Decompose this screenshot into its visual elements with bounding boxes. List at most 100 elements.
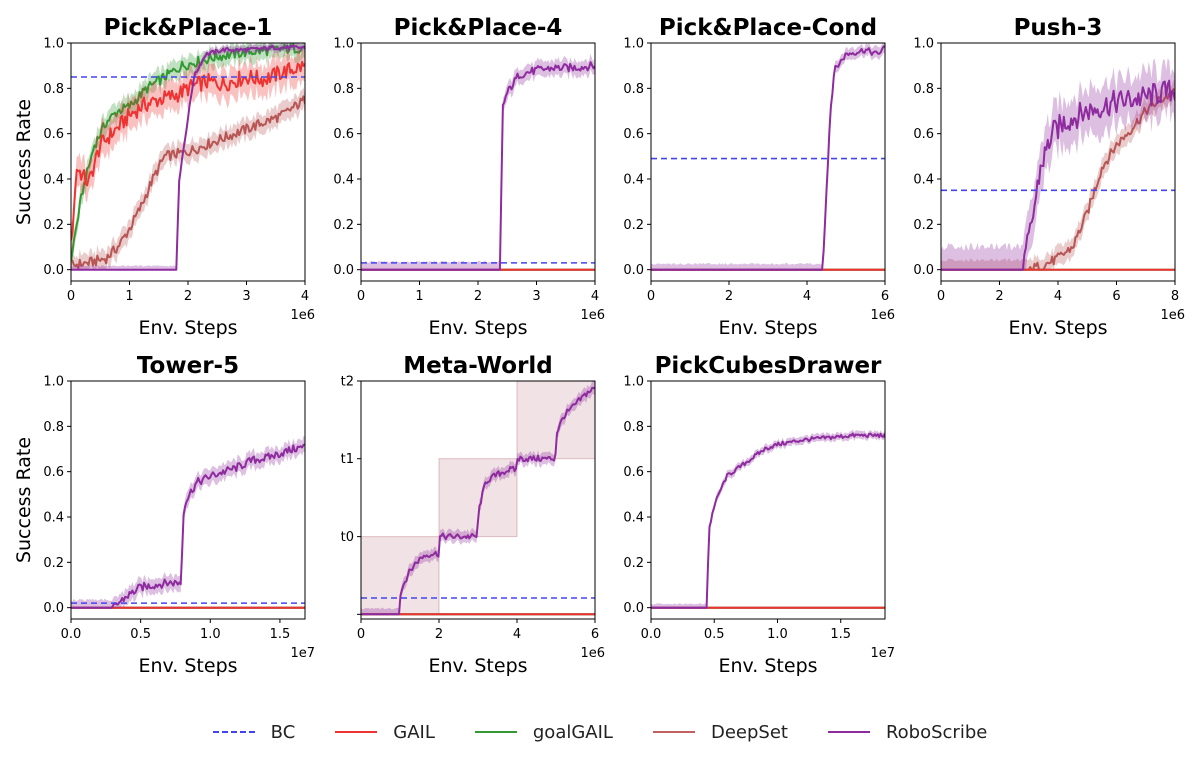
y-tick-label: 1.0 — [623, 37, 644, 52]
x-tick-label: 3 — [532, 289, 540, 304]
chart-title: Meta-World — [403, 353, 553, 379]
legend-label-deepset: DeepSet — [710, 721, 788, 743]
x-tick-label: 1.5 — [270, 627, 291, 642]
x-tick-label: 6 — [1112, 289, 1120, 304]
y-tick-label: 0.8 — [623, 420, 644, 435]
chart-title: Pick&Place-1 — [104, 15, 273, 41]
axes-frame — [360, 42, 596, 282]
band-roboscribe — [71, 436, 305, 608]
x-tick-label: 4 — [591, 289, 599, 304]
chart-title: Pick&Place-4 — [394, 15, 563, 41]
x-tick-label: 2 — [995, 289, 1003, 304]
y-tick-label: 0.4 — [333, 173, 354, 188]
legend-label-goalgail: goalGAIL — [532, 721, 613, 743]
x-tick-label: 2 — [725, 289, 733, 304]
y-tick-label: t2 — [341, 375, 354, 390]
y-tick-label: 0.2 — [913, 218, 934, 233]
plot-area — [361, 53, 595, 271]
axes-frame — [360, 380, 596, 620]
x-tick-label: 4 — [1054, 289, 1062, 304]
legend-item-deepset: DeepSet — [652, 721, 788, 743]
series-line-roboscribe — [71, 44, 305, 271]
y-tick-label: 1.0 — [913, 37, 934, 52]
plot-area — [71, 43, 305, 271]
plot-area — [941, 58, 1175, 271]
chart-title: Tower-5 — [137, 353, 239, 379]
plot-area — [71, 436, 305, 609]
legend-item-goalgail: goalGAIL — [474, 721, 613, 743]
band-goalgail — [71, 43, 305, 270]
series-line-roboscribe — [651, 45, 885, 271]
legend-swatch-roboscribe — [827, 731, 870, 733]
y-tick-label: 0.2 — [43, 556, 64, 571]
x-tick-label: 1.0 — [767, 627, 788, 642]
x-tick-label: 0 — [67, 289, 75, 304]
chart-tower5: Tower-5 0.0 0.2 0.4 0.6 0.8 1.0 0.0 0.5 1.0 1.5 1e7… — [13, 353, 315, 677]
legend-swatch-goalgail — [474, 731, 517, 733]
legend-label-bc: BC — [270, 721, 296, 743]
y-tick-label: 0.6 — [333, 127, 354, 142]
x-tick-label: 2 — [474, 289, 482, 304]
x-tick-label: 0.5 — [704, 627, 725, 642]
y-tick-label: 0.0 — [913, 263, 934, 278]
y-tick-label: 0.2 — [333, 218, 354, 233]
x-tick-label: 2 — [435, 627, 443, 642]
series-line-roboscribe — [361, 61, 595, 271]
y-tick-label: 0.0 — [623, 601, 644, 616]
y-tick-label: 0.8 — [43, 420, 64, 435]
chart-title: Pick&Place-Cond — [659, 15, 877, 41]
band-roboscribe — [651, 429, 885, 608]
y-tick-label: 0.0 — [333, 263, 354, 278]
y-tick-label: 0.2 — [623, 218, 644, 233]
x-tick-label: 6 — [881, 289, 889, 304]
band-deepset — [71, 87, 305, 270]
y-tick-label: t0 — [341, 530, 354, 545]
series-line-goalgail — [71, 43, 305, 261]
chart-title: Push-3 — [1014, 15, 1103, 41]
x-exponent-label: 1e7 — [870, 646, 895, 661]
y-tick-label: 0.4 — [43, 511, 64, 526]
y-tick-label: 0.8 — [913, 82, 934, 97]
y-tick-label: 1.0 — [43, 375, 64, 390]
x-tick-label: 1.0 — [200, 627, 221, 642]
x-axis-label: Env. Steps — [718, 317, 817, 339]
x-tick-label: 4 — [301, 289, 309, 304]
x-tick-label: 0 — [357, 289, 365, 304]
figure: Pick&Place-1 0.0 0.2 0.4 0.6 0.8 1.0 0 1 2 3 4 1e6 En… — [13, 15, 1185, 677]
legend-item-bc: BC — [212, 721, 296, 743]
band-gail — [71, 45, 305, 257]
y-axis-label: Success Rate — [13, 437, 35, 563]
band-roboscribe — [361, 381, 595, 615]
plot-area — [651, 43, 885, 271]
y-tick-label: 0.6 — [623, 127, 644, 142]
series-line-roboscribe — [941, 79, 1175, 271]
series-line-gail — [71, 60, 305, 241]
y-tick-label: 0.4 — [913, 173, 934, 188]
x-tick-label: 4 — [803, 289, 811, 304]
y-tick-label: 0.0 — [43, 263, 64, 278]
y-tick-label: 0.8 — [623, 82, 644, 97]
chart-pcd: PickCubesDrawer 0.0 0.2 0.4 0.6 0.8 1.0 0.0 0.5 1… — [623, 353, 895, 677]
legend-label-gail: GAIL — [393, 721, 435, 743]
x-tick-label: 0.0 — [61, 627, 82, 642]
axes-frame — [70, 380, 306, 620]
plot-area — [361, 381, 595, 616]
y-tick-label: 0.4 — [623, 173, 644, 188]
axes-frame — [650, 42, 886, 282]
y-tick-label: t1 — [341, 452, 354, 467]
y-tick-label: 0.8 — [333, 82, 354, 97]
x-axis-label: Env. Steps — [428, 317, 527, 339]
band-roboscribe — [651, 43, 885, 270]
series-line-roboscribe — [651, 432, 885, 609]
y-tick-label: 0.2 — [43, 218, 64, 233]
x-exponent-label: 1e6 — [870, 308, 895, 323]
chart-title: PickCubesDrawer — [655, 353, 882, 379]
x-tick-label: 0 — [357, 627, 365, 642]
y-tick-label: 0.6 — [913, 127, 934, 142]
y-tick-label: 0.4 — [623, 511, 644, 526]
chart-meta: Meta-World t0 t1 t2 0 2 4 6 1e6 Env. Steps — [341, 353, 605, 677]
y-tick-label: 0.6 — [43, 465, 64, 480]
x-exponent-label: 1e6 — [580, 646, 605, 661]
y-axis-label: Success Rate — [13, 99, 35, 225]
y-tick-label: 1.0 — [333, 37, 354, 52]
